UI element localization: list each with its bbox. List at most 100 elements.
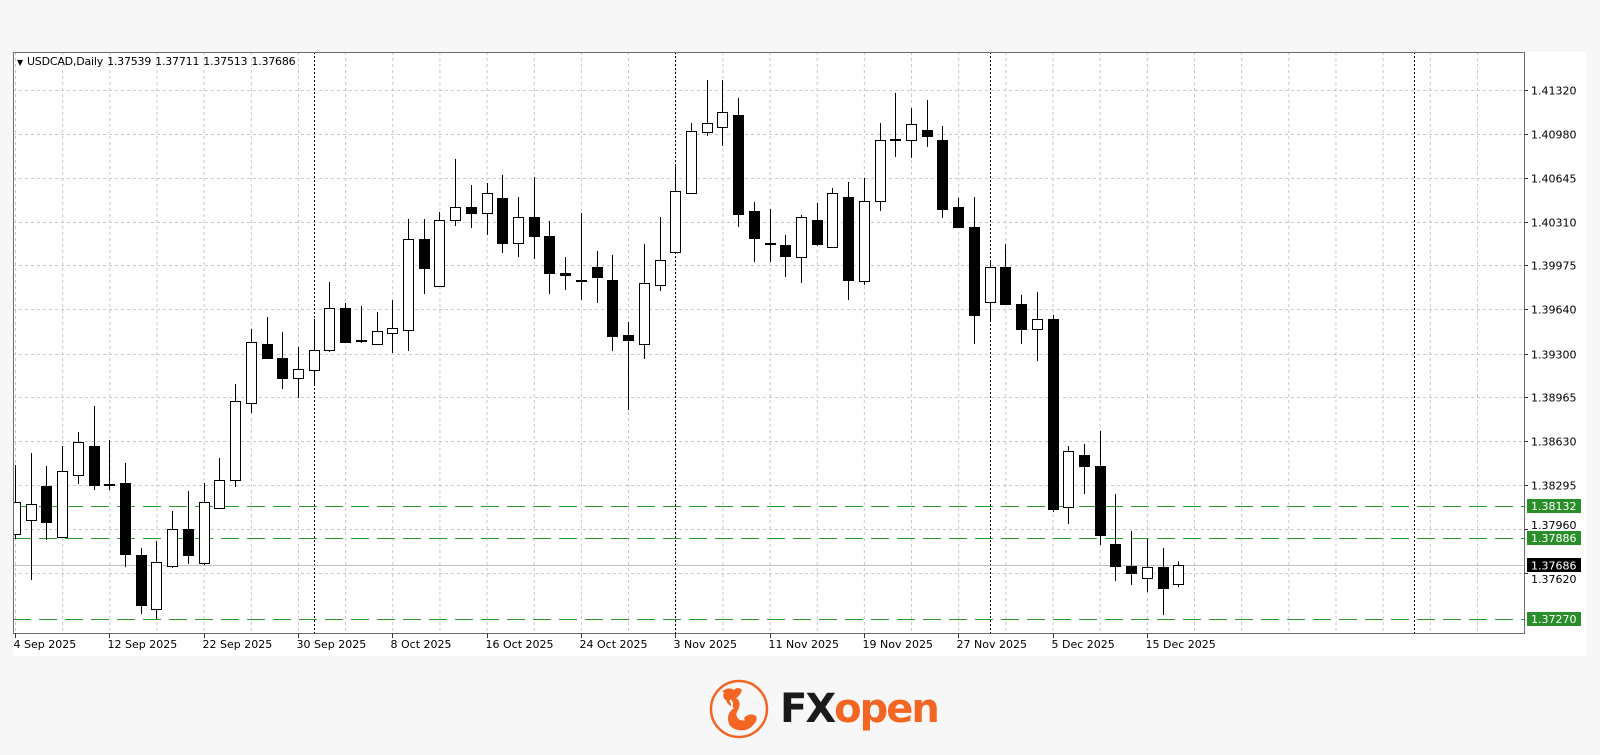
- candle: [765, 209, 776, 262]
- candle: [702, 79, 713, 136]
- candle: [120, 463, 131, 567]
- candle-body-bearish: [1048, 319, 1059, 510]
- candle: [576, 212, 587, 301]
- candle: [309, 318, 320, 387]
- candle: [136, 548, 147, 615]
- candle: [199, 483, 210, 566]
- candle: [906, 107, 917, 158]
- candle-body-bearish: [1126, 566, 1137, 574]
- candle-body-bullish: [230, 401, 241, 481]
- candle-body-bullish: [1142, 567, 1153, 579]
- candle: [419, 218, 430, 294]
- candle-body-bullish: [859, 201, 870, 282]
- candle: [277, 332, 288, 390]
- level-price-label: 1.37886: [1531, 532, 1577, 545]
- candle-body-bullish: [670, 191, 681, 253]
- ohlc-close: 1.37686: [251, 55, 296, 68]
- candle: [262, 317, 273, 359]
- plot-border: [13, 52, 1525, 634]
- candle: [953, 197, 964, 228]
- candle: [57, 446, 68, 538]
- candle-body-bearish: [529, 217, 540, 237]
- current-price-label: 1.37686: [1531, 560, 1577, 573]
- logo-text-open: open: [834, 686, 940, 732]
- candle: [482, 182, 493, 235]
- candle-body-bearish: [41, 486, 52, 523]
- candle-body-bullish: [214, 480, 225, 509]
- candle-body-bearish: [136, 555, 147, 606]
- candle: [1142, 538, 1153, 593]
- candle: [293, 346, 304, 398]
- x-tick-label: 8 Oct 2025: [391, 638, 452, 651]
- candle: [26, 452, 37, 581]
- candle-body-bearish: [497, 198, 508, 244]
- candle: [434, 212, 445, 287]
- candle-body-bearish: [1158, 567, 1169, 589]
- y-tick-label: 1.41320: [1531, 85, 1577, 98]
- triangle-down-icon[interactable]: ▼: [17, 58, 23, 67]
- candle: [843, 181, 854, 301]
- candle: [1158, 548, 1169, 616]
- candle-body-bullish: [387, 328, 398, 334]
- candle-body-bullish: [655, 260, 666, 286]
- candle: [1048, 314, 1059, 513]
- y-tick-label: 1.38295: [1531, 480, 1577, 493]
- level-price-label-bg: [1527, 612, 1581, 626]
- y-tick-label: 1.39975: [1531, 260, 1577, 273]
- candle: [1110, 494, 1121, 581]
- ohlc-high: 1.37711: [155, 55, 200, 68]
- candle-body-bullish: [167, 529, 178, 567]
- candle-body-bearish: [183, 529, 194, 556]
- y-tick-label: 1.38630: [1531, 436, 1577, 449]
- candle: [937, 125, 948, 218]
- candle: [1063, 446, 1074, 524]
- candle: [340, 303, 351, 344]
- x-tick-label: 24 Oct 2025: [580, 638, 648, 651]
- candle-body-bearish: [749, 211, 760, 239]
- candle: [1173, 561, 1184, 588]
- candle-body-bearish: [1000, 267, 1011, 305]
- y-tick-label: 1.39300: [1531, 349, 1577, 362]
- candle: [1016, 294, 1027, 344]
- candle: [466, 184, 477, 228]
- candle-body-bullish: [434, 220, 445, 287]
- candle-body-bullish: [246, 342, 257, 404]
- candle: [875, 122, 886, 211]
- candle: [167, 511, 178, 569]
- candle-body-bullish: [875, 140, 886, 202]
- level-price-label-bg: [1527, 499, 1581, 513]
- x-tick-label: 11 Nov 2025: [769, 638, 839, 651]
- candle: [544, 220, 555, 294]
- candle-body-bearish: [780, 245, 791, 257]
- candle-body-bearish: [843, 197, 854, 281]
- ohlc-low: 1.37513: [203, 55, 248, 68]
- candle-body-bearish: [466, 207, 477, 214]
- x-tick-label: 12 Sep 2025: [108, 638, 178, 651]
- level-price-label: 1.38132: [1531, 500, 1577, 513]
- candle-body-bullish: [372, 331, 383, 345]
- candle: [717, 79, 728, 147]
- candle-body-bearish: [922, 130, 933, 137]
- candle: [859, 177, 870, 285]
- candle-body-bullish: [717, 112, 728, 128]
- candle-body-bearish: [262, 344, 273, 359]
- ohlc-open: 1.37539: [107, 55, 152, 68]
- y-tick-label: 1.39640: [1531, 304, 1577, 317]
- x-tick-label: 3 Nov 2025: [674, 638, 737, 651]
- candle: [655, 216, 666, 291]
- candle-body-bullish: [1063, 451, 1074, 508]
- x-tick-label: 22 Sep 2025: [203, 638, 273, 651]
- candle: [89, 406, 100, 490]
- candle-body-bullish: [906, 124, 917, 141]
- candle-body-bearish: [969, 227, 980, 316]
- candle: [890, 92, 901, 157]
- candle: [151, 540, 162, 620]
- bull-emblem-icon: [709, 679, 769, 739]
- candle: [1032, 292, 1043, 361]
- y-tick-label: 1.40645: [1531, 173, 1577, 186]
- candle: [607, 254, 618, 351]
- candle-body-bullish: [890, 139, 901, 141]
- candle-body-bearish: [953, 207, 964, 228]
- candle-body-bearish: [812, 220, 823, 245]
- candle: [513, 196, 524, 257]
